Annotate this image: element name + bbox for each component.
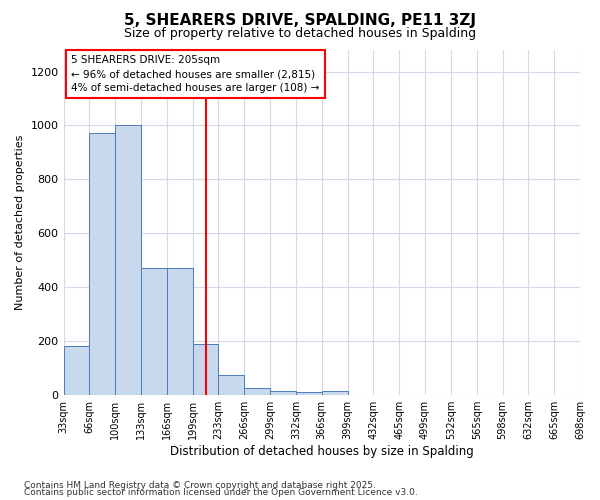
Text: Contains HM Land Registry data © Crown copyright and database right 2025.: Contains HM Land Registry data © Crown c… [24,480,376,490]
Bar [218,374,244,394]
Bar [141,268,167,394]
Text: 5, SHEARERS DRIVE, SPALDING, PE11 3ZJ: 5, SHEARERS DRIVE, SPALDING, PE11 3ZJ [124,12,476,28]
Y-axis label: Number of detached properties: Number of detached properties [15,134,25,310]
Bar [115,126,141,394]
Bar [167,268,193,394]
Bar [89,134,115,394]
Text: Size of property relative to detached houses in Spalding: Size of property relative to detached ho… [124,28,476,40]
Bar [322,392,347,394]
Bar [64,346,89,395]
Bar [193,344,218,394]
Text: 5 SHEARERS DRIVE: 205sqm
← 96% of detached houses are smaller (2,815)
4% of semi: 5 SHEARERS DRIVE: 205sqm ← 96% of detach… [71,55,320,93]
X-axis label: Distribution of detached houses by size in Spalding: Distribution of detached houses by size … [170,444,473,458]
Bar [270,390,296,394]
Text: Contains public sector information licensed under the Open Government Licence v3: Contains public sector information licen… [24,488,418,497]
Bar [244,388,270,394]
Bar [296,392,322,394]
